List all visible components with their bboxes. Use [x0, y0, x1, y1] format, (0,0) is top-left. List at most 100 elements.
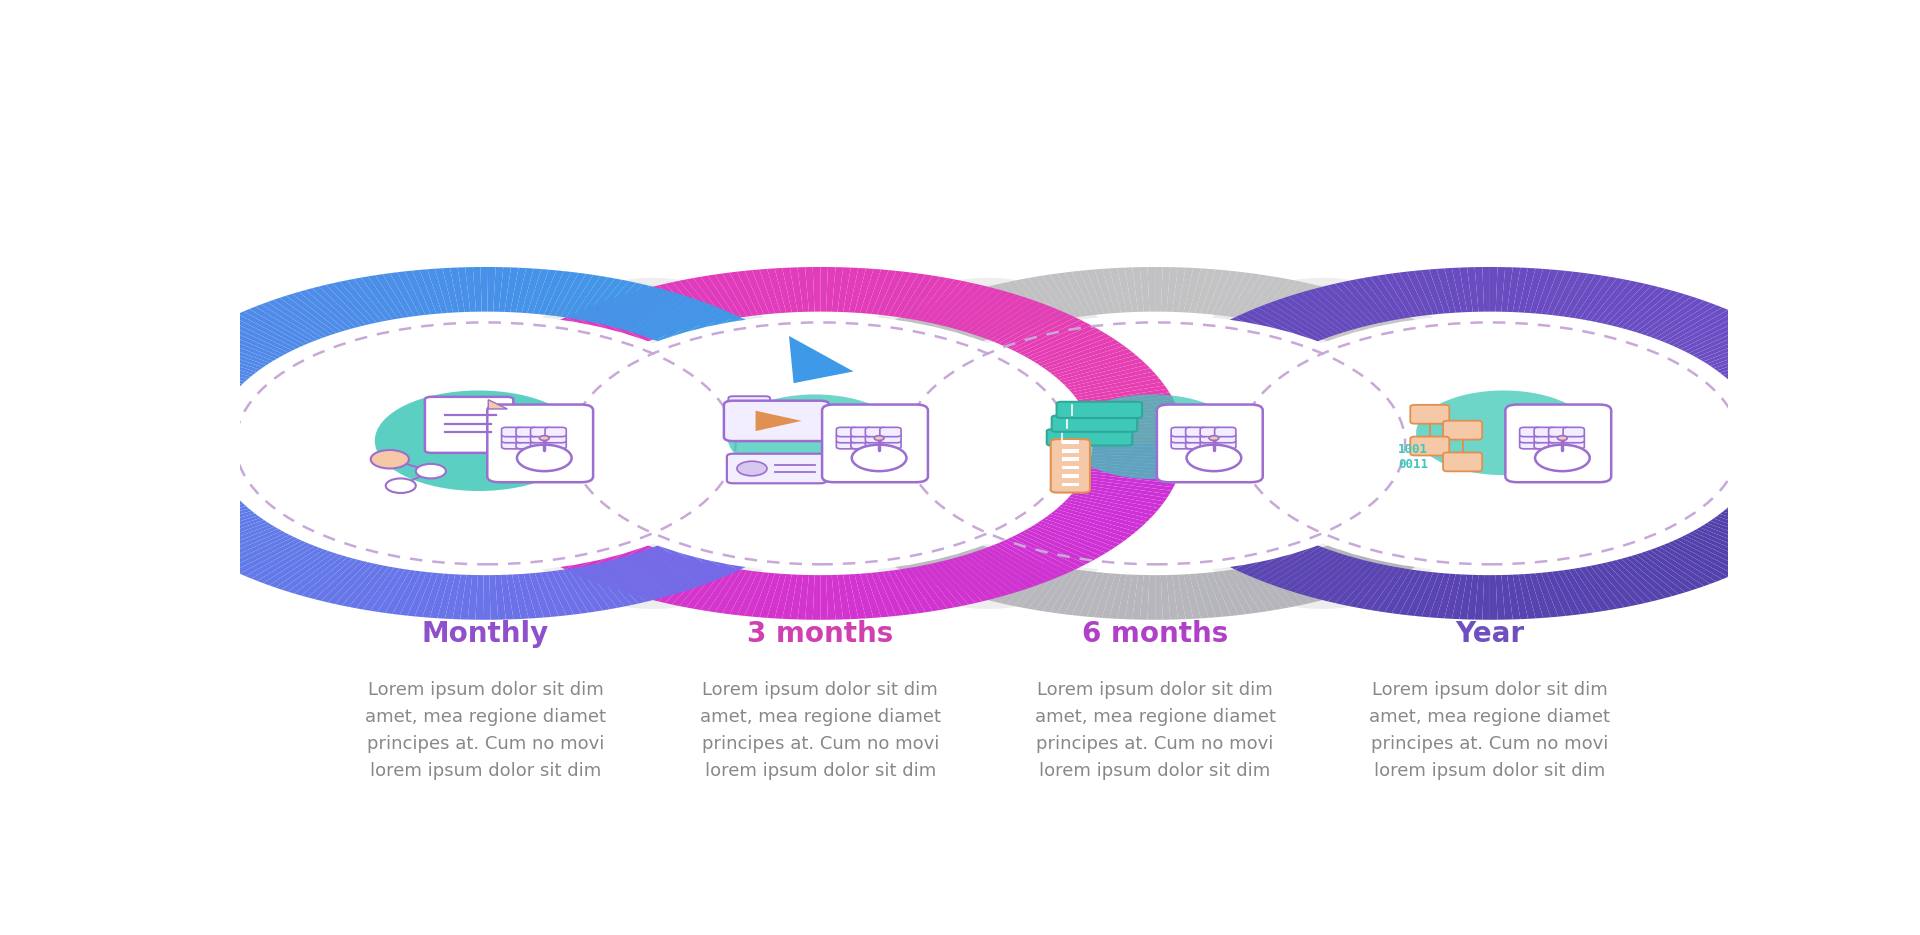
Wedge shape: [1010, 536, 1081, 569]
Wedge shape: [837, 575, 851, 619]
Wedge shape: [614, 558, 666, 598]
Wedge shape: [1350, 320, 1421, 353]
Wedge shape: [478, 489, 566, 509]
Bar: [1062, 474, 1079, 478]
Wedge shape: [1692, 325, 1766, 357]
Wedge shape: [755, 464, 847, 474]
Wedge shape: [826, 267, 835, 311]
Wedge shape: [605, 561, 653, 602]
Wedge shape: [1160, 499, 1246, 522]
Wedge shape: [445, 574, 461, 619]
Wedge shape: [954, 554, 1010, 592]
Wedge shape: [672, 280, 714, 323]
Wedge shape: [634, 295, 689, 334]
Wedge shape: [465, 399, 557, 413]
Wedge shape: [1252, 308, 1317, 344]
Wedge shape: [791, 439, 883, 443]
Wedge shape: [1311, 550, 1369, 588]
Wedge shape: [1177, 267, 1192, 312]
Wedge shape: [161, 504, 246, 527]
Wedge shape: [390, 272, 420, 316]
Wedge shape: [1177, 574, 1192, 619]
Wedge shape: [854, 268, 874, 313]
Wedge shape: [252, 544, 315, 581]
Wedge shape: [1645, 298, 1705, 337]
Wedge shape: [1069, 495, 1156, 515]
Wedge shape: [931, 282, 975, 324]
Wedge shape: [849, 574, 866, 619]
Wedge shape: [292, 292, 346, 332]
Wedge shape: [1419, 473, 1509, 487]
Wedge shape: [703, 338, 781, 367]
Wedge shape: [1415, 482, 1503, 497]
Wedge shape: [582, 308, 647, 344]
Wedge shape: [1753, 399, 1845, 413]
FancyBboxPatch shape: [866, 434, 887, 443]
Wedge shape: [1452, 267, 1467, 312]
Wedge shape: [879, 325, 952, 357]
Wedge shape: [1546, 571, 1572, 616]
Wedge shape: [1427, 424, 1519, 432]
FancyBboxPatch shape: [530, 439, 551, 449]
Wedge shape: [756, 434, 851, 439]
Wedge shape: [301, 557, 353, 597]
Wedge shape: [1016, 320, 1087, 353]
Wedge shape: [1129, 463, 1221, 473]
Wedge shape: [1035, 568, 1071, 611]
Wedge shape: [238, 311, 305, 347]
Wedge shape: [837, 267, 851, 312]
Wedge shape: [701, 276, 735, 319]
Wedge shape: [924, 545, 987, 582]
Wedge shape: [516, 343, 597, 370]
Wedge shape: [1250, 278, 1290, 321]
Wedge shape: [843, 574, 858, 619]
Wedge shape: [826, 575, 835, 620]
Circle shape: [219, 314, 753, 572]
Wedge shape: [221, 319, 292, 352]
Wedge shape: [812, 267, 820, 311]
Wedge shape: [576, 309, 643, 345]
Wedge shape: [1346, 536, 1415, 569]
Wedge shape: [860, 337, 939, 366]
Wedge shape: [941, 285, 989, 326]
Wedge shape: [1375, 519, 1455, 547]
Wedge shape: [530, 334, 607, 364]
Wedge shape: [1536, 269, 1559, 314]
Wedge shape: [509, 511, 591, 538]
Wedge shape: [1551, 571, 1580, 615]
Wedge shape: [1394, 358, 1478, 382]
Wedge shape: [973, 557, 1023, 598]
Wedge shape: [822, 368, 908, 390]
Wedge shape: [1630, 554, 1686, 595]
Wedge shape: [1384, 569, 1417, 613]
Wedge shape: [856, 339, 935, 368]
Wedge shape: [121, 448, 213, 453]
Wedge shape: [1427, 443, 1521, 447]
Wedge shape: [1210, 527, 1284, 558]
Wedge shape: [198, 525, 275, 554]
Wedge shape: [480, 267, 488, 311]
Wedge shape: [1302, 295, 1357, 334]
Wedge shape: [895, 317, 964, 352]
Wedge shape: [434, 268, 453, 313]
Wedge shape: [1092, 443, 1185, 447]
Wedge shape: [1167, 267, 1179, 312]
Wedge shape: [1716, 514, 1797, 541]
Wedge shape: [505, 510, 588, 535]
FancyBboxPatch shape: [501, 434, 522, 443]
Wedge shape: [1194, 573, 1215, 618]
Wedge shape: [313, 286, 361, 327]
Wedge shape: [1626, 556, 1678, 597]
Wedge shape: [1135, 399, 1227, 413]
Wedge shape: [1319, 303, 1382, 340]
Wedge shape: [1590, 280, 1632, 322]
Wedge shape: [636, 552, 691, 591]
Wedge shape: [467, 476, 559, 491]
Wedge shape: [737, 376, 826, 396]
Circle shape: [1223, 314, 1757, 572]
Wedge shape: [739, 380, 828, 398]
Wedge shape: [1073, 489, 1162, 509]
Wedge shape: [570, 312, 637, 347]
Wedge shape: [1171, 355, 1254, 380]
Wedge shape: [1580, 567, 1617, 610]
